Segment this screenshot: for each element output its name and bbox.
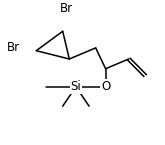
Text: Br: Br <box>7 41 20 54</box>
Text: Si: Si <box>70 80 81 93</box>
Text: O: O <box>101 80 110 93</box>
Text: Br: Br <box>59 2 73 15</box>
